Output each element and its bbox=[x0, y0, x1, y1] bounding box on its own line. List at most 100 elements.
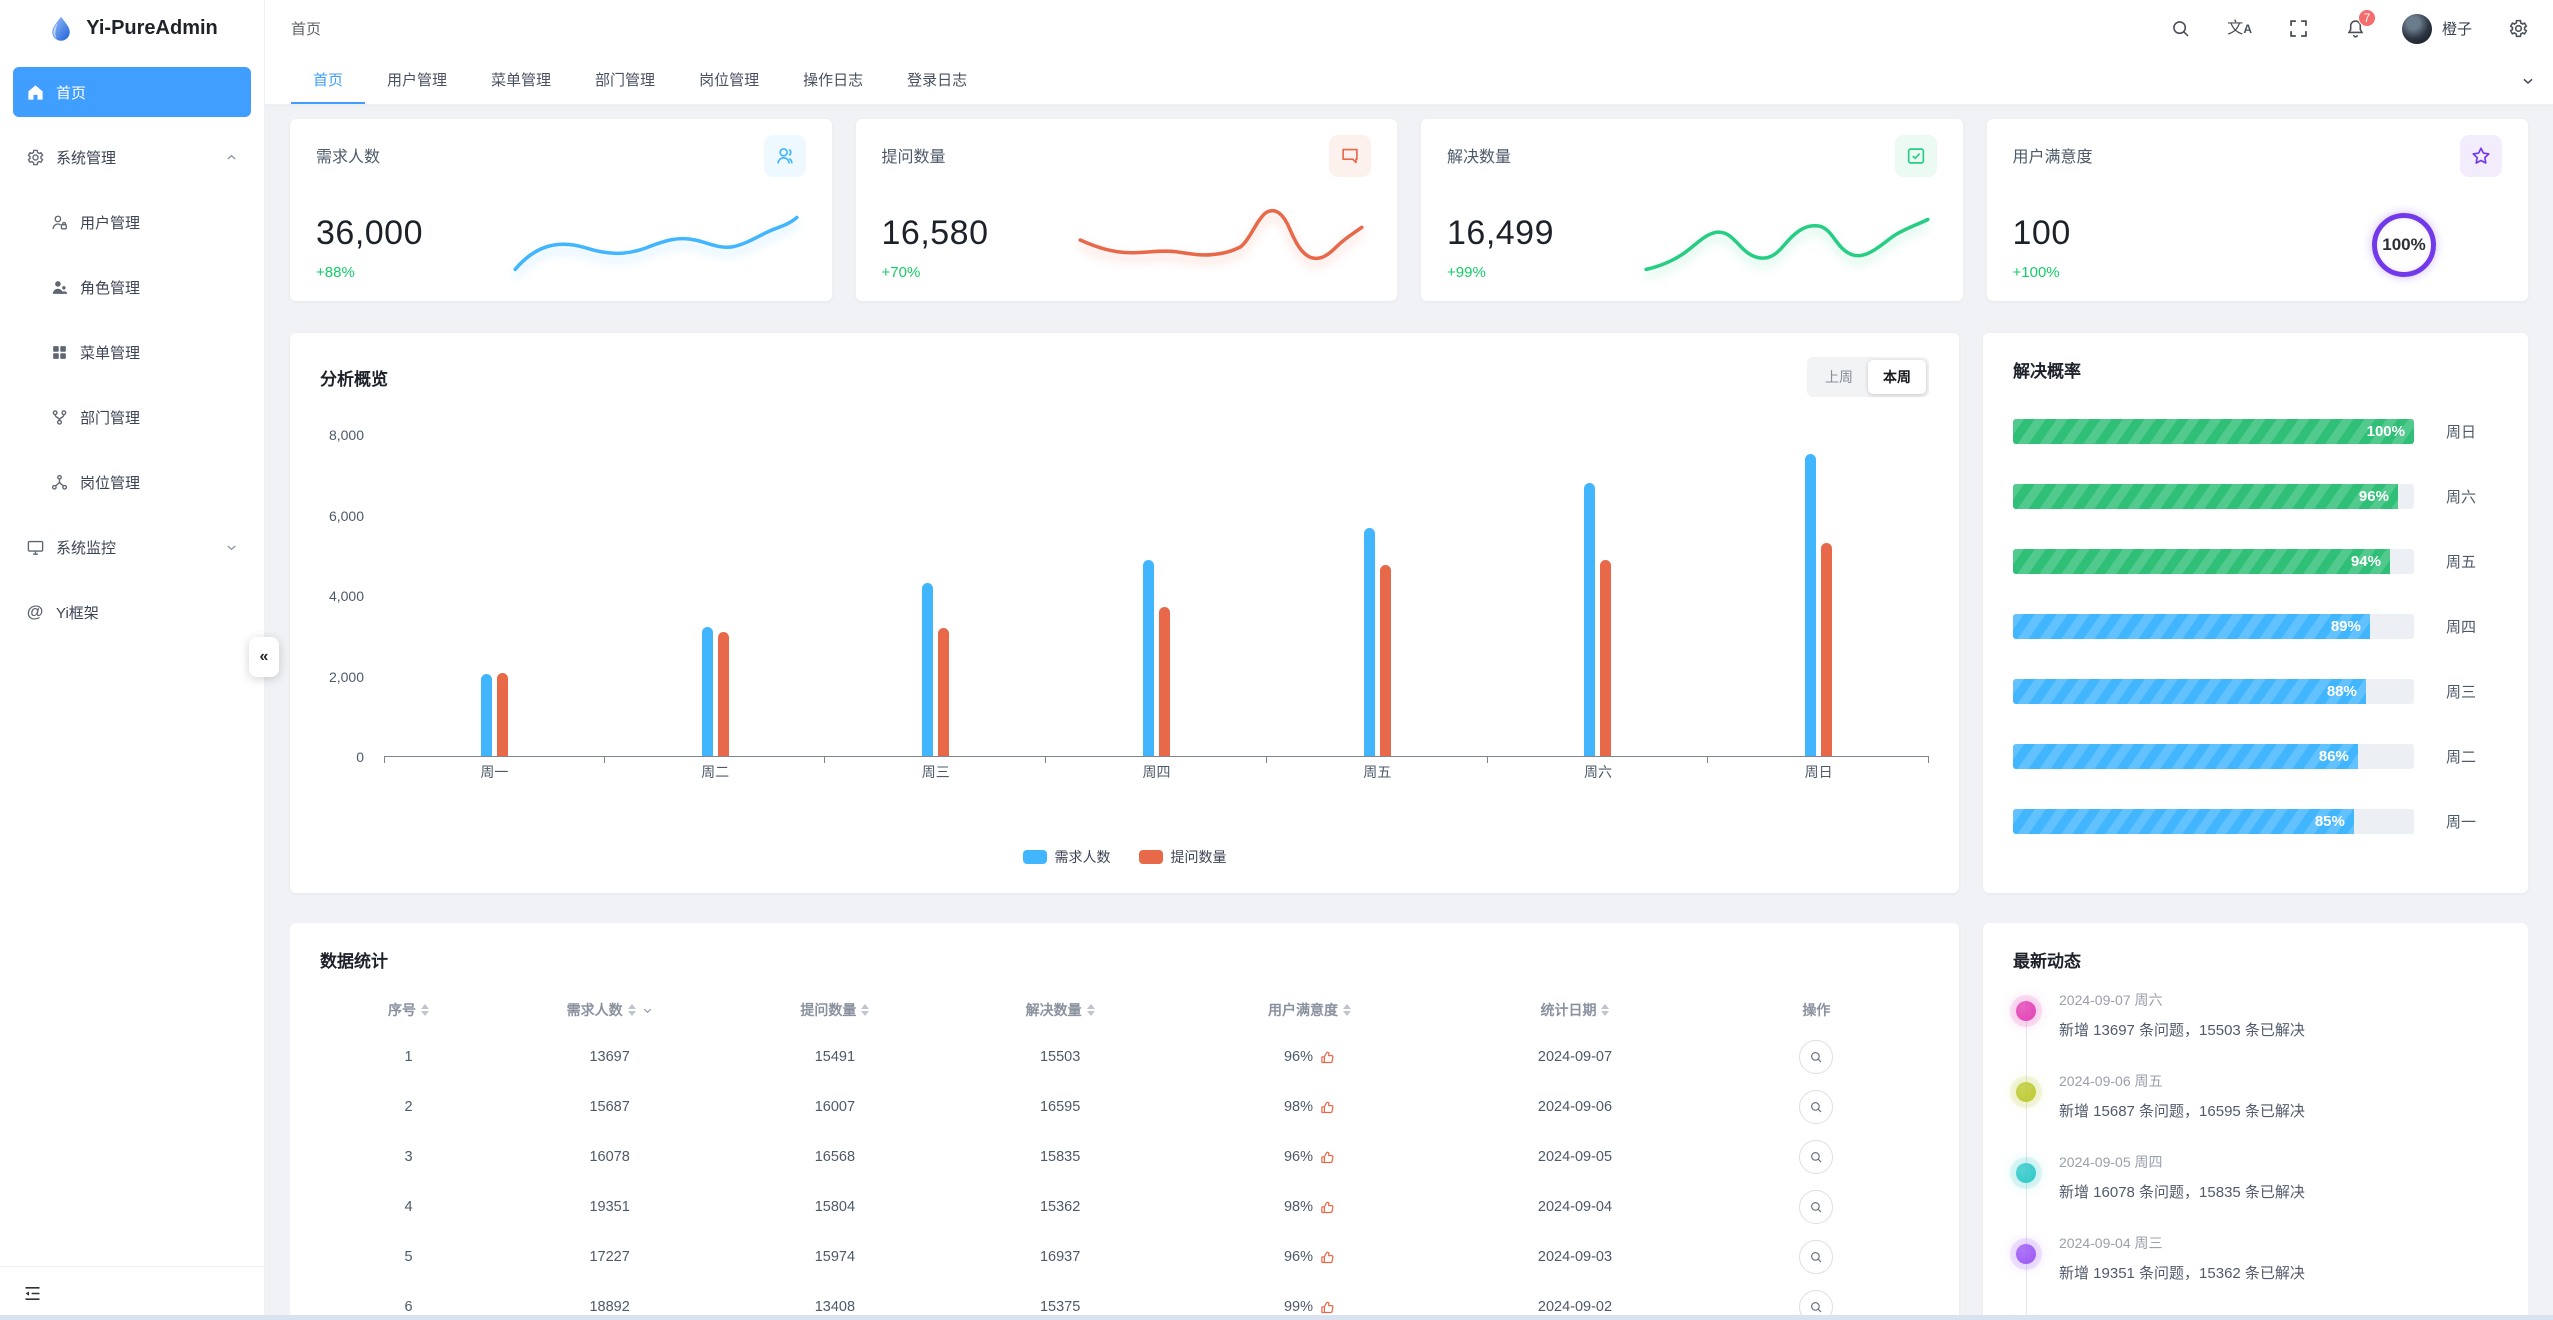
view-detail-button[interactable] bbox=[1799, 1090, 1834, 1124]
horizontal-scrollbar[interactable] bbox=[0, 1315, 2553, 1320]
chart-bar bbox=[1363, 528, 1375, 756]
activity-title: 最新动态 bbox=[2013, 952, 2081, 971]
tab-operation-log[interactable]: 操作日志 bbox=[803, 72, 864, 89]
filter-chevron-icon[interactable] bbox=[642, 1005, 653, 1016]
cell-index: 4 bbox=[404, 1199, 413, 1215]
sort-carets-icon[interactable] bbox=[627, 1004, 636, 1016]
x-axis-label: 周二 bbox=[605, 757, 826, 787]
sidebar-item-system-monitor[interactable]: 系统监控 bbox=[13, 522, 251, 572]
notification-badge: 7 bbox=[2357, 9, 2376, 27]
sidebar-collapse-button[interactable]: « bbox=[249, 637, 279, 677]
translate-icon[interactable]: 文A bbox=[2227, 19, 2252, 37]
column-header-demand[interactable]: 需求人数 bbox=[497, 1000, 722, 1020]
column-label: 统计日期 bbox=[1540, 1002, 1597, 1018]
solve-rate-rows: 100% 周日 96% 周六 94% 周五 89% 周四 88% 周三 86% 周二 85% 周一 bbox=[2013, 419, 2498, 834]
satisfaction-value: 98% bbox=[1283, 1099, 1313, 1115]
cell-question: 15491 bbox=[814, 1049, 856, 1065]
cell-demand: 19351 bbox=[589, 1199, 630, 1215]
tabs-dropdown-chevron-icon[interactable] bbox=[2503, 57, 2553, 104]
app-logo[interactable]: Yi-PureAdmin bbox=[0, 0, 264, 57]
cell-satisfaction: 98% bbox=[1173, 1099, 1447, 1115]
settings-gear-icon[interactable] bbox=[2508, 18, 2529, 39]
sidebar-item-user-management[interactable]: 用户管理 bbox=[13, 197, 251, 247]
column-header-solved[interactable]: 解决数量 bbox=[947, 1000, 1172, 1020]
menu-fold-icon[interactable] bbox=[22, 1283, 43, 1304]
sidebar-item-role-management[interactable]: 角色管理 bbox=[13, 262, 251, 312]
sort-carets-icon[interactable] bbox=[861, 1004, 870, 1016]
sidebar-menu: 首页系统管理用户管理角色管理菜单管理部门管理岗位管理系统监控 @ Yi框架 bbox=[0, 57, 264, 652]
tab-user-management[interactable]: 用户管理 bbox=[387, 72, 448, 89]
legend-swatch bbox=[1022, 850, 1047, 864]
column-header-question[interactable]: 提问数量 bbox=[722, 1000, 947, 1020]
top-navbar: 首页 文A 7 橙子 bbox=[265, 0, 2553, 57]
tab-home[interactable]: 首页 bbox=[291, 57, 366, 104]
cell-action bbox=[1704, 1040, 1929, 1074]
column-header-index[interactable]: 序号 bbox=[320, 1000, 497, 1020]
view-detail-button[interactable] bbox=[1799, 1140, 1834, 1174]
toggle-last-week[interactable]: 上周 bbox=[1810, 360, 1868, 394]
solve-rate-card: 解决概率 100% 周日 96% 周六 94% 周五 89% 周四 88% 周三 86% 周二 85% 周… bbox=[1983, 333, 2528, 893]
breadcrumb[interactable]: 首页 bbox=[291, 21, 322, 38]
star-icon bbox=[2460, 135, 2502, 177]
sort-carets-icon[interactable] bbox=[1086, 1004, 1095, 1016]
view-detail-button[interactable] bbox=[1799, 1190, 1834, 1224]
progress-fill: 86% bbox=[2013, 744, 2358, 769]
sort-carets-icon[interactable] bbox=[1342, 1004, 1351, 1016]
progress-track: 89% bbox=[2013, 614, 2414, 639]
legend-item[interactable]: 需求人数 bbox=[1022, 847, 1111, 867]
notifications-bell-icon[interactable]: 7 bbox=[2345, 9, 2376, 39]
activity-item: 2024-09-04 周三 新增 19351 条问题，15362 条已解决 bbox=[2013, 1231, 2498, 1312]
tab-menu-management[interactable]: 菜单管理 bbox=[491, 72, 552, 89]
fullscreen-icon[interactable] bbox=[2288, 18, 2309, 39]
cell-solved: 16595 bbox=[1039, 1099, 1081, 1115]
legend-item[interactable]: 提问数量 bbox=[1138, 847, 1227, 867]
legend-label: 需求人数 bbox=[1054, 849, 1111, 865]
activity-timeline: 2024-09-07 周六 新增 13697 条问题，15503 条已解决 2024… bbox=[2013, 988, 2498, 1320]
sidebar-item-system-management[interactable]: 系统管理 bbox=[13, 132, 251, 182]
column-label: 用户满意度 bbox=[1267, 1002, 1338, 1018]
chart-bar bbox=[717, 632, 729, 756]
sort-carets-icon[interactable] bbox=[1601, 1004, 1610, 1016]
progress-track: 85% bbox=[2013, 809, 2414, 834]
tab-login-log[interactable]: 登录日志 bbox=[907, 72, 968, 89]
tab-post-management[interactable]: 岗位管理 bbox=[699, 72, 760, 89]
cell-date: 2024-09-02 bbox=[1537, 1299, 1613, 1315]
message-check-icon bbox=[1894, 135, 1937, 177]
cell-index: 6 bbox=[404, 1299, 413, 1315]
search-icon[interactable] bbox=[2170, 18, 2191, 39]
sidebar-item-post-management[interactable]: 岗位管理 bbox=[13, 457, 251, 507]
chart-bar bbox=[480, 674, 492, 756]
chart-bar bbox=[1159, 607, 1171, 756]
column-header-date[interactable]: 统计日期 bbox=[1446, 1000, 1703, 1020]
sidebar-item-menu-management[interactable]: 菜单管理 bbox=[13, 327, 251, 377]
stat-card-value: 16,499 bbox=[1447, 214, 1554, 252]
x-axis-labels: 周一 周二 周三 周四 周五 周六 周日 bbox=[384, 757, 1929, 787]
user-icon bbox=[49, 212, 69, 232]
sidebar-item-home[interactable]: 首页 bbox=[13, 67, 251, 117]
y-axis-tick: 0 bbox=[356, 749, 364, 765]
user-menu[interactable]: 橙子 bbox=[2401, 13, 2472, 44]
cell-solved: 15375 bbox=[1039, 1299, 1081, 1315]
progress-value: 89% bbox=[2330, 618, 2361, 635]
department-icon bbox=[49, 407, 69, 427]
stat-card-title: 需求人数 bbox=[316, 149, 381, 166]
chat-icon bbox=[1329, 135, 1371, 177]
stat-card-value: 100 bbox=[2012, 214, 2071, 252]
sort-carets-icon[interactable] bbox=[420, 1004, 429, 1016]
view-detail-button[interactable] bbox=[1799, 1040, 1834, 1074]
cell-demand: 13697 bbox=[589, 1049, 630, 1065]
cell-demand: 16078 bbox=[589, 1149, 630, 1165]
sidebar-item-label: 角色管理 bbox=[80, 279, 141, 297]
table-row: 5 17227 15974 16937 96% 2024-09-03 bbox=[320, 1232, 1929, 1282]
users-icon bbox=[763, 135, 806, 177]
sidebar-item-department-management[interactable]: 部门管理 bbox=[13, 392, 251, 442]
toggle-this-week[interactable]: 本周 bbox=[1868, 360, 1926, 394]
tab-department-management[interactable]: 部门管理 bbox=[595, 72, 656, 89]
column-header-satisfaction[interactable]: 用户满意度 bbox=[1173, 1000, 1447, 1020]
sidebar-footer bbox=[0, 1266, 264, 1320]
chart-plot bbox=[384, 435, 1929, 757]
satisfaction-value: 99% bbox=[1283, 1299, 1313, 1315]
sidebar-item-yi-framework[interactable]: @ Yi框架 bbox=[13, 587, 251, 637]
view-detail-button[interactable] bbox=[1799, 1240, 1834, 1274]
progress-fill: 94% bbox=[2013, 549, 2390, 574]
